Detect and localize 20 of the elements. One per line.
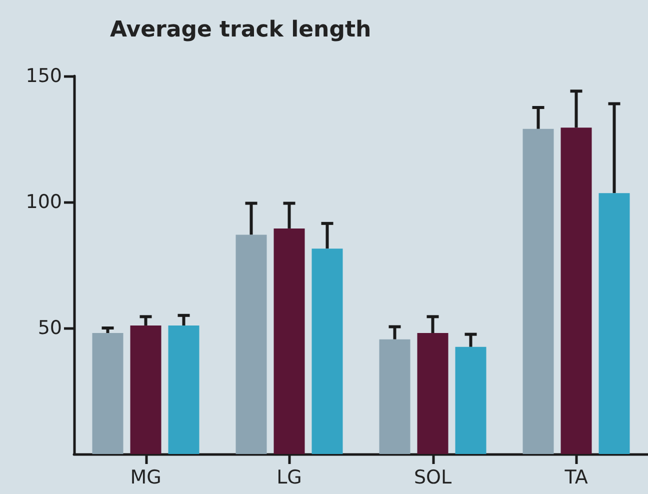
bar <box>312 248 343 454</box>
bar <box>417 333 448 454</box>
bar <box>560 128 592 454</box>
bar <box>130 325 162 454</box>
bar <box>522 128 554 454</box>
x-tick-label: SOL <box>414 466 452 488</box>
bar <box>236 234 267 454</box>
bar <box>92 333 124 454</box>
bar <box>168 325 200 454</box>
bar <box>379 339 410 454</box>
y-tick-label: 100 <box>26 191 62 213</box>
x-tick-label: LG <box>276 466 302 488</box>
x-tick-label: TA <box>564 466 588 488</box>
bar <box>274 228 305 454</box>
y-tick-label: 50 <box>38 317 62 339</box>
y-tick-label: 150 <box>26 65 62 87</box>
x-tick-label: MG <box>130 466 162 488</box>
bar <box>455 346 486 454</box>
bar <box>598 193 630 454</box>
chart-title: Average track length <box>110 18 372 42</box>
